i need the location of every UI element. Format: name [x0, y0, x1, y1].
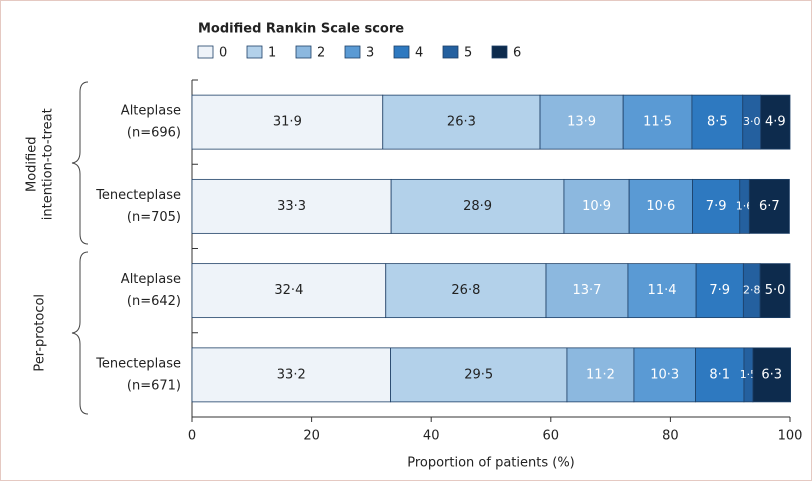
legend-title: Modified Rankin Scale score	[198, 22, 404, 37]
value-label: 8·5	[707, 115, 728, 130]
category-label: (n=671)	[127, 378, 181, 393]
legend-label: 1	[268, 46, 276, 61]
legend-swatch	[197, 45, 214, 59]
value-label: 33·2	[277, 367, 306, 382]
value-label: 28·9	[463, 199, 492, 214]
bar-segment	[633, 347, 696, 403]
x-tick-label: 60	[543, 429, 560, 444]
value-label: 8·1	[709, 367, 730, 382]
x-tick-label: 20	[303, 429, 320, 444]
group-label: intention-to-treat	[41, 108, 56, 220]
bar-segment	[385, 263, 547, 319]
x-tick-label: 100	[778, 429, 803, 444]
value-label: 26·3	[447, 115, 476, 130]
value-label: 10·3	[650, 367, 679, 382]
bar-segment	[759, 263, 791, 319]
bar-segment	[622, 94, 693, 150]
bar-segment	[191, 347, 391, 403]
bar-segment	[566, 347, 635, 403]
value-label: 10·9	[582, 199, 611, 214]
value-label: 7·9	[709, 283, 730, 298]
category-label: Alteplase	[121, 272, 181, 287]
value-label: 2·8	[743, 284, 761, 297]
bar-segment	[628, 178, 693, 234]
bar-segment	[691, 94, 744, 150]
group-label: Modified	[25, 137, 40, 192]
group-brace	[71, 81, 89, 245]
x-tick-label: 40	[423, 429, 440, 444]
value-label: 11·4	[648, 283, 677, 298]
bar-segment	[191, 178, 392, 234]
legend-swatch	[344, 45, 361, 59]
category-label: Tenecteplase	[95, 188, 181, 203]
legend-label: 4	[415, 46, 423, 61]
group-label: Per-protocol	[33, 294, 48, 372]
category-label: (n=705)	[127, 210, 181, 225]
value-label: 31·9	[273, 115, 302, 130]
legend-label: 3	[366, 46, 374, 61]
category-label: Alteplase	[121, 104, 181, 119]
legend-swatch	[393, 45, 410, 59]
value-label: 5·0	[765, 283, 786, 298]
value-label: 4·9	[765, 115, 786, 130]
category-label: (n=696)	[127, 126, 181, 141]
bar-segment	[545, 263, 629, 319]
category-label: (n=642)	[127, 294, 181, 309]
value-label: 13·7	[573, 283, 602, 298]
bar-segment	[191, 94, 384, 150]
value-label: 7·9	[706, 199, 727, 214]
value-label: 1·6	[736, 199, 754, 212]
x-axis-label: Proportion of patients (%)	[407, 456, 575, 471]
legend-swatch	[442, 45, 459, 59]
bar-segment	[748, 178, 790, 234]
legend-swatch	[246, 45, 263, 59]
bar-segment	[695, 263, 744, 319]
x-tick-label: 80	[662, 429, 679, 444]
value-label: 3·0	[743, 115, 761, 128]
value-label: 26·8	[451, 283, 480, 298]
value-label: 33·3	[277, 199, 306, 214]
value-label: 11·5	[643, 115, 672, 130]
bar-segment	[390, 347, 568, 403]
bar-segment	[752, 347, 791, 403]
x-tick-label: 0	[188, 429, 196, 444]
group-brace	[71, 251, 89, 415]
legend-label: 6	[513, 46, 521, 61]
bar-segment	[760, 94, 791, 150]
bar-segment	[539, 94, 624, 150]
value-label: 13·9	[567, 115, 596, 130]
value-label: 6·7	[759, 199, 780, 214]
legend-label: 0	[219, 46, 227, 61]
value-label: 6·3	[761, 367, 782, 382]
bar-segment	[390, 178, 565, 234]
value-label: 32·4	[274, 283, 303, 298]
value-label: 11·2	[586, 367, 615, 382]
value-label: 29·5	[464, 367, 493, 382]
value-label: 10·6	[646, 199, 675, 214]
bar-segment	[627, 263, 697, 319]
category-label: Tenecteplase	[95, 356, 181, 371]
legend-swatch	[295, 45, 312, 59]
legend-label: 2	[317, 46, 325, 61]
legend-swatch	[491, 45, 508, 59]
legend-label: 5	[464, 46, 472, 61]
